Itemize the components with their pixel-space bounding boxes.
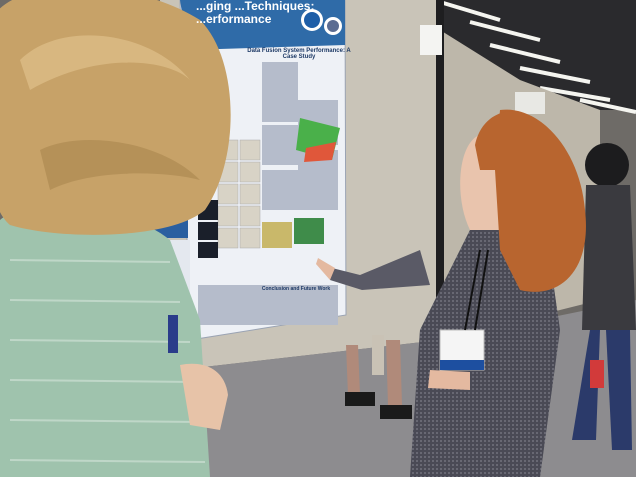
background-person	[572, 143, 636, 450]
board-tag	[420, 25, 442, 55]
poster-section-heading: Data Fusion System Performance: A Case S…	[247, 48, 351, 60]
attendee-hands	[180, 363, 228, 430]
board-sign	[515, 92, 545, 114]
presenter-arm	[330, 250, 430, 290]
pointing-hand	[316, 258, 335, 280]
poster-section-subheading: Conclusion and Future Work	[261, 286, 331, 292]
poster-terrain-map	[262, 222, 292, 248]
board-post	[436, 0, 444, 345]
ceiling-lights	[439, 0, 636, 114]
background-legs	[345, 335, 412, 419]
presenter	[316, 109, 586, 477]
attendee-hair	[0, 0, 231, 235]
foreground-attendee	[0, 0, 231, 477]
poster-header	[180, 0, 345, 50]
poster-title: ...ging ...Techniques: ...erformance	[196, 0, 315, 26]
